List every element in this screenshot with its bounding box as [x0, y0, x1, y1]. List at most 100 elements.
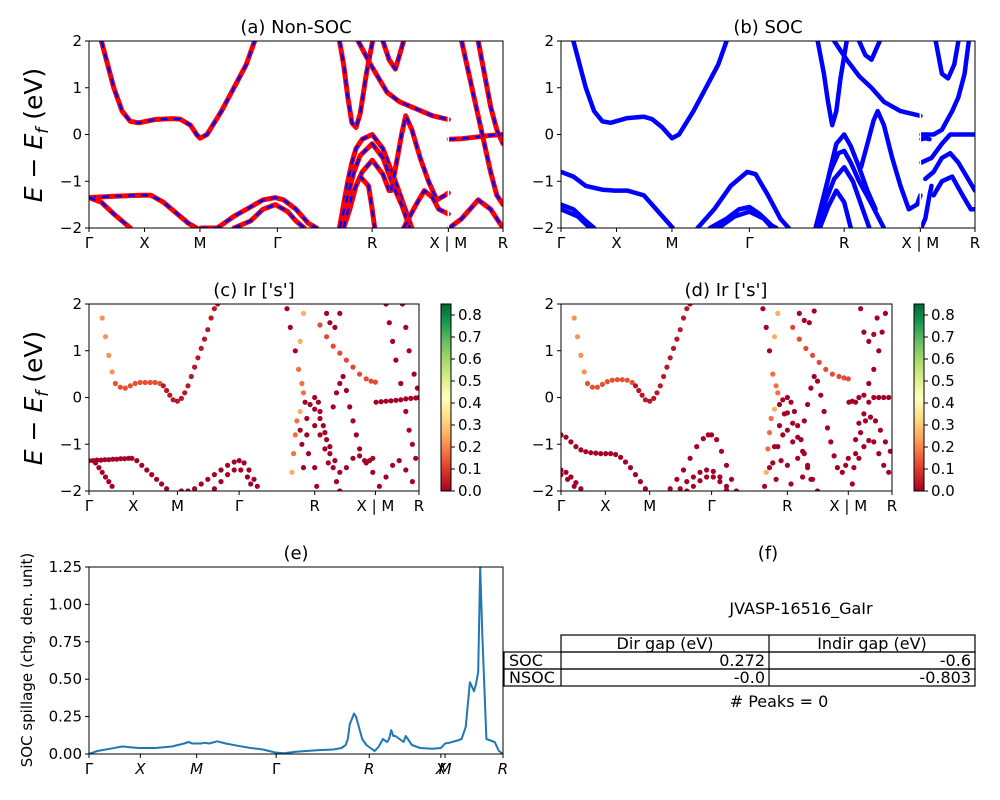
x-tick-label: M	[190, 760, 203, 778]
band-point	[588, 450, 594, 456]
band-point	[378, 399, 384, 405]
band-point	[627, 465, 634, 471]
band-point	[324, 310, 330, 316]
band-point	[637, 479, 644, 485]
colorbar-tick-label: 0.0	[458, 482, 482, 500]
band-point	[291, 451, 297, 457]
band-point	[109, 483, 115, 489]
colorbar-tick-label: 0.2	[458, 438, 482, 456]
band-point	[307, 401, 313, 408]
band-point	[642, 486, 648, 491]
band-point	[289, 469, 295, 475]
band-point	[639, 392, 645, 398]
panel-e-title: (e)	[283, 543, 308, 564]
band-point	[315, 399, 321, 405]
band-point	[697, 478, 703, 484]
band-point	[99, 469, 105, 475]
band-point	[780, 397, 786, 403]
band-point	[841, 375, 847, 381]
band-point	[632, 472, 639, 478]
band-point	[297, 427, 303, 433]
band-point	[353, 432, 359, 438]
band-point	[388, 398, 394, 404]
band-point	[862, 418, 869, 424]
band-point	[728, 476, 735, 482]
band-line-dashed	[449, 133, 503, 141]
y-tick-label: 0	[72, 126, 82, 144]
y-tick-label: 1	[72, 342, 82, 360]
x-tick-label: Γ	[273, 234, 282, 252]
x-tick-label: Γ	[557, 234, 566, 252]
band-point	[801, 317, 807, 323]
x-tick-label: Γ	[85, 760, 94, 778]
x-tick-label: X | M	[357, 497, 395, 515]
band-point	[784, 410, 791, 416]
band-point	[823, 366, 829, 372]
band-line-dashed	[89, 196, 132, 228]
band-point	[370, 469, 376, 475]
band-point	[810, 352, 816, 358]
band-point	[337, 469, 343, 475]
band-point	[137, 379, 143, 386]
table-cell-row-label: SOC	[509, 651, 543, 670]
y-tick-label: 2	[544, 295, 554, 313]
y-tick-label: 0	[544, 126, 554, 144]
band-point	[142, 379, 148, 386]
band-point	[763, 324, 769, 330]
band-point	[770, 460, 776, 466]
band-line-dashed	[338, 133, 414, 228]
x-tick-label: M	[193, 234, 206, 252]
band-point	[386, 320, 392, 326]
band-line	[856, 41, 883, 62]
band-point	[856, 420, 862, 426]
x-tick-label: R	[498, 760, 508, 778]
band-point	[178, 395, 184, 401]
band-point	[800, 448, 806, 454]
colorbar-tick-label: 0.2	[931, 438, 955, 456]
x-tick-label: M	[643, 497, 656, 515]
band-point	[565, 476, 571, 482]
band-point	[677, 327, 683, 333]
colorbar-tick-label: 0.8	[931, 306, 955, 324]
band-point	[583, 449, 589, 455]
band-line-dashed	[476, 41, 503, 145]
band-point	[292, 348, 298, 354]
band-point	[333, 390, 340, 396]
band-point	[350, 364, 356, 370]
band-point	[408, 395, 414, 401]
band-point	[853, 437, 859, 443]
band-point	[858, 306, 864, 312]
band-point	[144, 467, 150, 473]
band-point	[811, 308, 817, 314]
band-point	[304, 415, 310, 422]
axes-frame	[88, 303, 420, 492]
band-point	[363, 460, 369, 466]
band-point	[93, 460, 99, 466]
x-tick-label: X	[435, 760, 447, 778]
band-line-dashed	[89, 194, 198, 228]
band-point	[231, 467, 237, 473]
y-tick-label: 0.50	[49, 670, 82, 688]
band-point	[677, 486, 683, 491]
colorbar-tick-label: 0.4	[458, 394, 482, 412]
band-point	[775, 444, 781, 450]
band-point	[839, 469, 845, 475]
band-point	[776, 423, 783, 429]
band-point	[651, 395, 657, 401]
band-point	[828, 439, 834, 445]
band-point	[816, 359, 822, 365]
band-point	[411, 371, 417, 377]
band-line	[815, 164, 872, 228]
band-point	[680, 467, 687, 473]
band-point	[811, 373, 817, 380]
table-header-indir-gap: Indir gap (eV)	[817, 634, 927, 653]
band-point	[122, 456, 128, 462]
table-cell: -0.803	[919, 668, 971, 687]
y-tick-label: 0.25	[49, 708, 82, 726]
band-point	[709, 432, 715, 438]
colorbar-tick-label: 0.7	[458, 328, 482, 346]
band-point	[320, 423, 326, 429]
band-point	[383, 304, 389, 307]
band-point	[765, 446, 771, 452]
band-point	[102, 334, 109, 340]
